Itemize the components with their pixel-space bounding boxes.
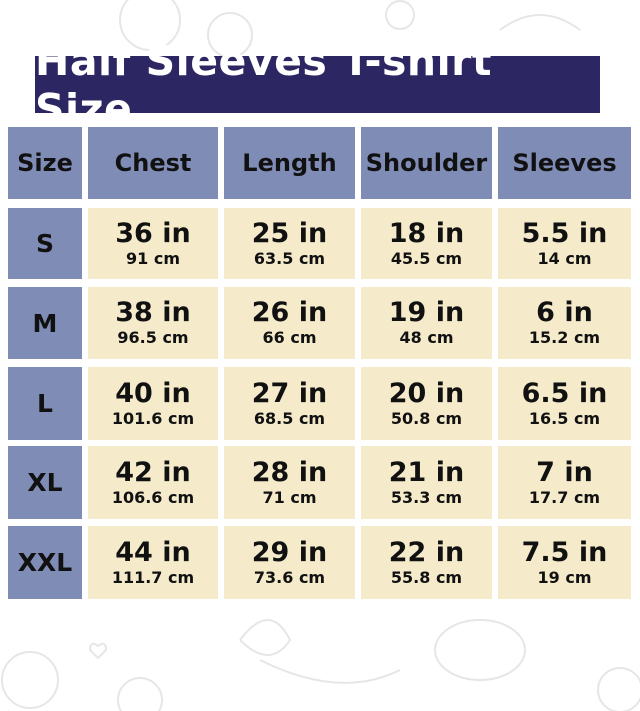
page-title: Half Sleeves T-shirt Size: [35, 37, 600, 133]
inches-value: 20 in: [388, 377, 465, 409]
table-cell: 36 in 91 cm: [88, 208, 218, 279]
inches-value: 38 in: [115, 297, 191, 328]
cm-value: 66 cm: [262, 328, 317, 347]
header-shoulder: Shoulder: [361, 127, 492, 199]
cm-value: 55.8 cm: [390, 567, 463, 587]
cm-value: 96.5 cm: [117, 328, 189, 347]
table-cell: 42 in 106.6 cm: [88, 446, 218, 519]
inches-value: 6.5 in: [521, 377, 608, 409]
inches-value: 26 in: [251, 297, 328, 328]
header-length: Length: [224, 127, 355, 199]
table-cell: 19 in 48 cm: [361, 287, 492, 359]
cm-value: 48 cm: [399, 328, 454, 347]
table-cell: 26 in 66 cm: [224, 287, 355, 359]
inches-value: 27 in: [251, 377, 328, 409]
table-cell: 5.5 in 14 cm: [498, 208, 631, 279]
table-cell: 28 in 71 cm: [224, 446, 355, 519]
header-chest: Chest: [88, 127, 218, 199]
inches-value: 36 in: [115, 217, 191, 249]
cm-value: 63.5 cm: [253, 248, 326, 268]
table-cell: 25 in 63.5 cm: [224, 208, 355, 279]
inches-value: 19 in: [388, 297, 465, 328]
inches-value: 40 in: [115, 377, 191, 409]
inches-value: 29 in: [251, 536, 328, 568]
table-cell: 44 in 111.7 cm: [88, 526, 218, 599]
cm-value: 111.7 cm: [111, 567, 195, 587]
inches-value: 5.5 in: [521, 217, 608, 249]
table-cell: 18 in 45.5 cm: [361, 208, 492, 279]
cm-value: 73.6 cm: [253, 567, 326, 587]
table-cell: 29 in 73.6 cm: [224, 526, 355, 599]
table-cell: 6.5 in 16.5 cm: [498, 367, 631, 440]
table-cell: 38 in 96.5 cm: [88, 287, 218, 359]
table-cell: 27 in 68.5 cm: [224, 367, 355, 440]
cm-value: 50.8 cm: [390, 408, 463, 428]
inches-value: 7.5 in: [521, 536, 608, 568]
inches-value: 28 in: [251, 456, 328, 488]
cm-value: 45.5 cm: [390, 248, 463, 268]
cm-value: 14 cm: [537, 248, 592, 268]
header-sleeves: Sleeves: [498, 127, 631, 199]
size-label: L: [8, 367, 82, 440]
inches-value: 42 in: [115, 456, 191, 488]
inches-value: 18 in: [388, 217, 465, 249]
table-cell: 7 in 17.7 cm: [498, 446, 631, 519]
cm-value: 16.5 cm: [528, 408, 601, 428]
table-cell: 6 in 15.2 cm: [498, 287, 631, 359]
cm-value: 68.5 cm: [253, 408, 326, 428]
cm-value: 17.7 cm: [528, 487, 601, 507]
table-cell: 20 in 50.8 cm: [361, 367, 492, 440]
inches-value: 7 in: [536, 456, 593, 488]
inches-value: 44 in: [115, 536, 191, 568]
cm-value: 53.3 cm: [390, 487, 463, 507]
size-label: M: [8, 287, 82, 359]
cm-value: 106.6 cm: [111, 487, 195, 507]
size-label: S: [8, 208, 82, 279]
cm-value: 19 cm: [537, 567, 592, 587]
header-size: Size: [8, 127, 82, 199]
inches-value: 6 in: [536, 297, 593, 328]
inches-value: 21 in: [388, 456, 465, 488]
size-label: XXL: [8, 526, 82, 599]
cm-value: 71 cm: [262, 487, 317, 507]
inches-value: 22 in: [388, 536, 465, 568]
cm-value: 91 cm: [126, 248, 180, 268]
table-cell: 21 in 53.3 cm: [361, 446, 492, 519]
size-label: XL: [8, 446, 82, 519]
table-cell: 22 in 55.8 cm: [361, 526, 492, 599]
cm-value: 15.2 cm: [528, 328, 601, 347]
table-cell: 7.5 in 19 cm: [498, 526, 631, 599]
inches-value: 25 in: [251, 217, 328, 249]
cm-value: 101.6 cm: [111, 408, 195, 428]
table-cell: 40 in 101.6 cm: [88, 367, 218, 440]
